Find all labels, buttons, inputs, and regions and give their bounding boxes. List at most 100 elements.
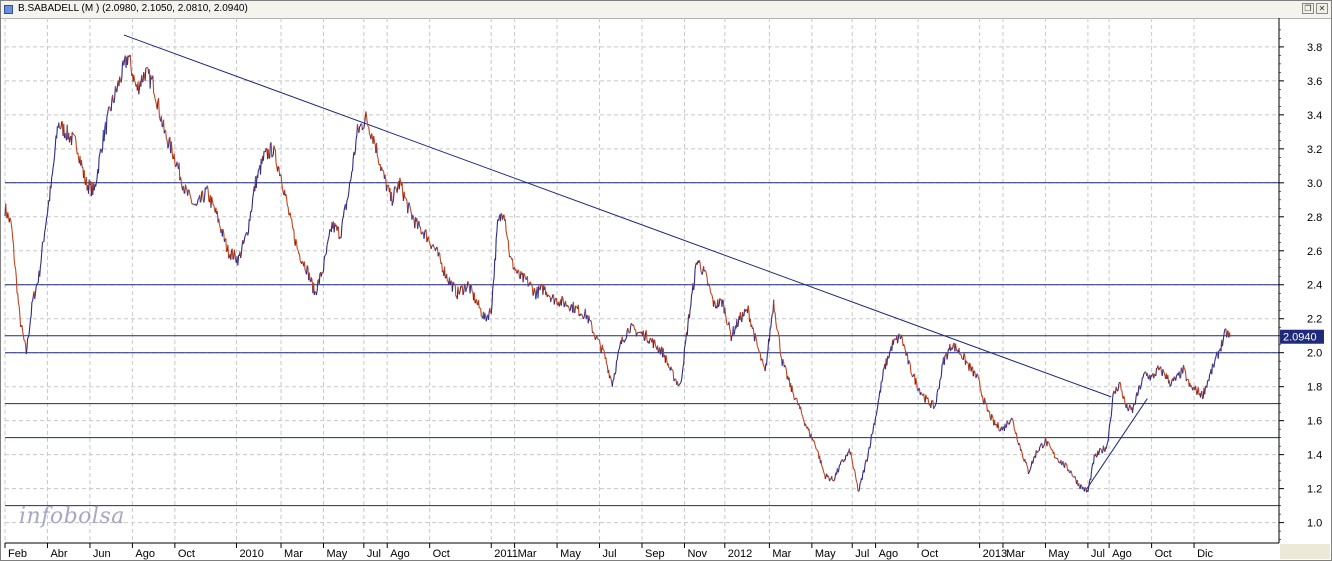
price-segment: [30, 302, 33, 316]
price-segment: [903, 344, 906, 348]
price-segment: [465, 286, 468, 289]
price-segment: [893, 338, 896, 340]
price-segment: [496, 219, 499, 232]
price-segment: [60, 121, 63, 129]
price-segment: [155, 101, 157, 105]
y-tick-label: 2.6: [1307, 246, 1322, 258]
price-segment: [68, 137, 71, 143]
price-segment: [1168, 380, 1171, 387]
price-segment: [17, 303, 20, 306]
price-segment: [840, 460, 842, 462]
price-segment: [1121, 390, 1124, 397]
price-segment: [1008, 421, 1011, 425]
price-segment: [167, 138, 170, 147]
uptrend-line: [1085, 398, 1148, 491]
price-segment: [1056, 457, 1059, 461]
price-segment: [1021, 452, 1024, 458]
price-segment: [323, 255, 326, 260]
price-segment: [170, 141, 173, 151]
price-segment: [776, 329, 779, 332]
price-segment: [1049, 445, 1051, 448]
price-segment: [984, 397, 986, 402]
price-segment: [1109, 419, 1112, 424]
price-segment: [650, 337, 652, 340]
price-segment: [1157, 365, 1160, 371]
price-segment: [189, 193, 191, 197]
price-segment: [681, 373, 683, 380]
price-chart[interactable]: 1.0 1.2 1.4 1.6 1.8 2.0 2.2 2.4 2.6 2.8 3.0 3.2 3.4 3…: [1, 18, 1331, 560]
price-segment: [31, 300, 34, 303]
price-segment: [1061, 463, 1063, 466]
close-button[interactable]: ✕: [1316, 3, 1328, 14]
price-segment: [855, 477, 857, 482]
price-segment: [320, 272, 323, 277]
y-tick-label: 3.6: [1307, 76, 1322, 88]
price-segment: [652, 339, 655, 348]
price-segment: [794, 398, 797, 400]
price-segment: [103, 128, 106, 142]
price-segment: [705, 273, 708, 279]
price-segment: [700, 269, 702, 274]
last-price-marker: 2.0940: [1280, 329, 1324, 344]
price-segment: [909, 361, 911, 365]
price-segment: [757, 347, 760, 352]
price-segment: [916, 383, 918, 390]
price-segment: [553, 299, 556, 305]
price-segment: [802, 416, 804, 420]
price-segment: [709, 287, 712, 294]
price-segment: [1213, 362, 1216, 368]
price-segment: [1115, 386, 1118, 391]
price-segment: [575, 305, 577, 308]
price-segment: [1226, 332, 1228, 338]
window-titlebar: B.SABADELL (M ) (2.0980, 2.1050, 2.0810,…: [1, 1, 1331, 19]
y-tick-label: 1.2: [1307, 484, 1322, 496]
price-segment: [340, 225, 343, 238]
x-tick-label: Oct: [921, 548, 938, 560]
price-segment: [972, 370, 975, 377]
price-segment: [480, 316, 483, 318]
price-segment: [931, 399, 934, 402]
price-segment: [984, 401, 987, 404]
price-segment: [377, 157, 380, 164]
x-tick-label: Mar: [518, 548, 537, 560]
price-segment: [1005, 426, 1007, 429]
price-segment: [407, 205, 409, 214]
price-segment: [799, 406, 802, 412]
price-segment: [492, 282, 494, 290]
price-segment: [920, 391, 922, 394]
restore-button[interactable]: ❐: [1302, 3, 1314, 14]
price-segment: [1114, 392, 1116, 395]
price-segment: [473, 292, 476, 304]
price-segment: [813, 440, 816, 444]
price-segment: [349, 178, 352, 182]
x-tick-label: Jul: [603, 548, 617, 560]
x-tick-label: May: [815, 548, 836, 560]
price-segment: [791, 385, 794, 393]
price-segment: [598, 338, 600, 341]
price-segment: [1144, 371, 1147, 373]
price-segment: [11, 230, 14, 239]
price-segment: [823, 472, 826, 475]
price-segment: [291, 224, 294, 230]
price-segment: [1158, 367, 1161, 370]
price-segment: [354, 139, 357, 151]
price-segment: [1030, 465, 1032, 469]
price-segment: [487, 312, 490, 320]
price-segment: [1175, 376, 1177, 381]
price-segment: [42, 241, 45, 243]
price-segment: [1042, 446, 1044, 449]
price-segment: [158, 98, 160, 116]
y-tick-label: 1.6: [1307, 416, 1322, 428]
price-segment: [1119, 383, 1122, 391]
price-segment: [529, 281, 532, 284]
price-segment: [645, 330, 648, 340]
price-segment: [694, 264, 697, 270]
price-segment: [616, 353, 619, 360]
price-segment: [1028, 470, 1031, 473]
price-segment: [827, 475, 830, 478]
price-segment: [925, 394, 928, 398]
price-segment: [1013, 423, 1015, 429]
price-segment: [255, 175, 258, 189]
price-segment: [433, 246, 435, 249]
price-segment: [138, 87, 141, 95]
